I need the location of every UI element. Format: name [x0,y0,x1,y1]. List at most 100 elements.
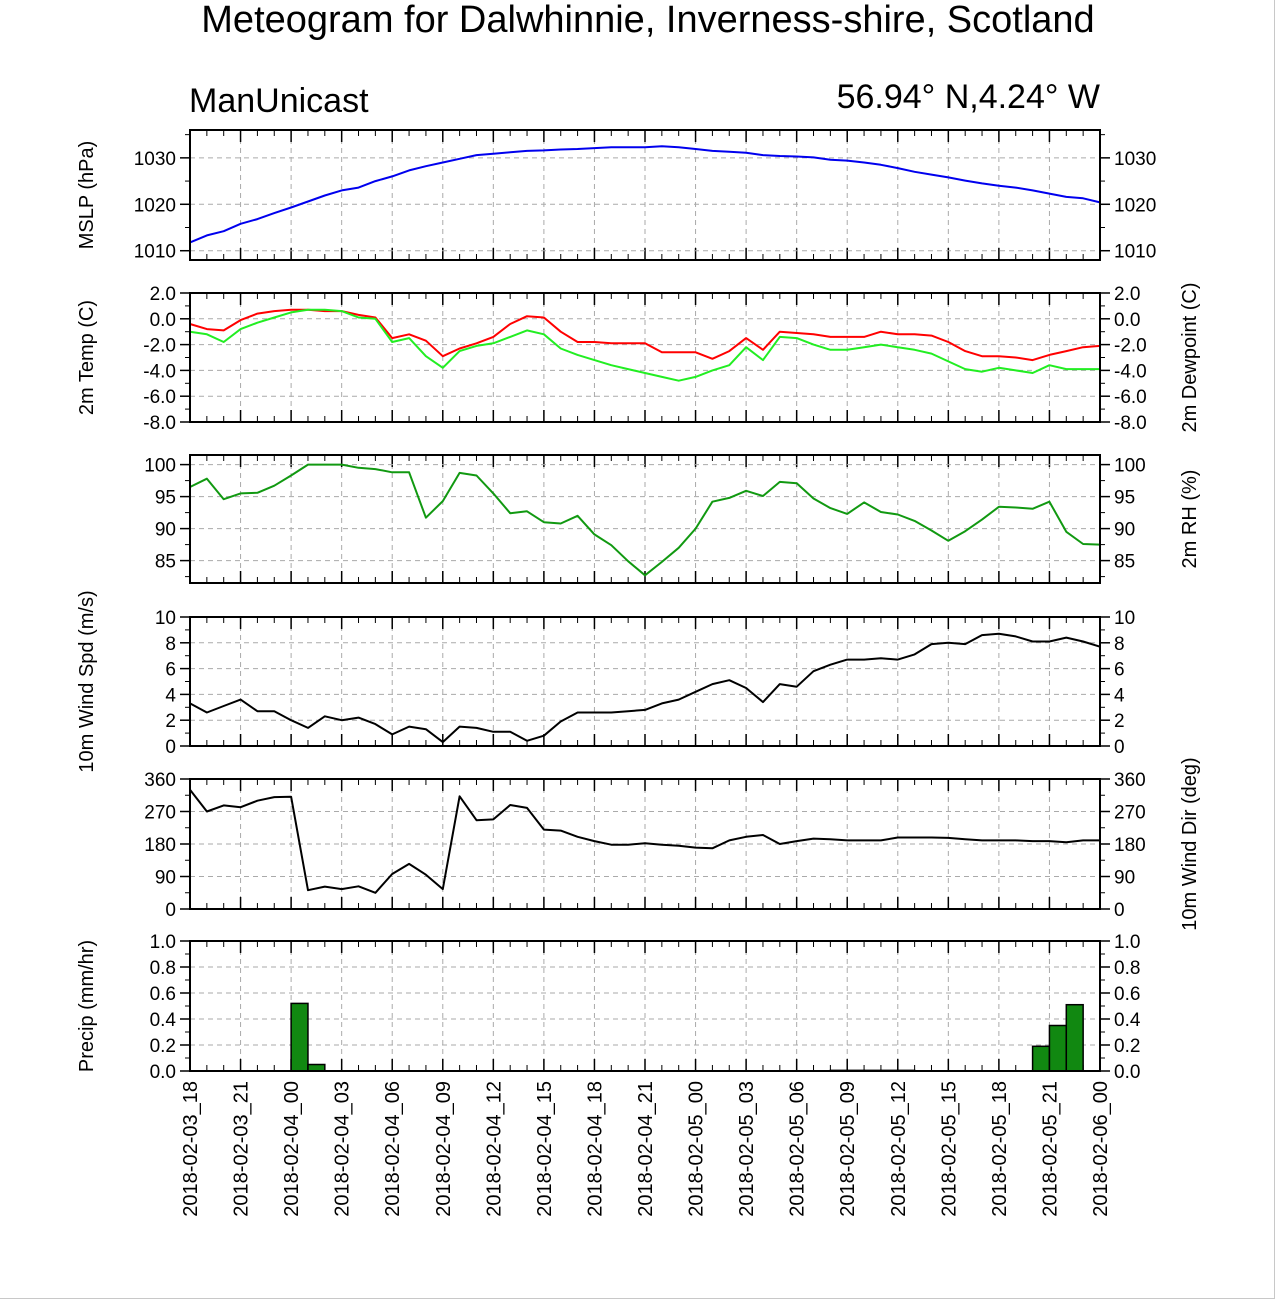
y-tick-label-left: 95 [155,488,176,509]
y-tick-label-right: -4.0 [1114,361,1147,382]
y-tick-label-left: 1030 [134,149,176,170]
x-tick-label: 2018-02-04_15 [534,1081,556,1217]
y-axis-label-right: 10m Wind Dir (deg) [1179,757,1201,930]
precip-bar [290,1002,309,1072]
y-tick-label-left: -2.0 [143,336,176,357]
x-tick-label: 2018-02-06_00 [1090,1081,1112,1217]
x-tick-label: 2018-02-04_03 [332,1081,354,1217]
panel-border [189,454,1101,584]
y-tick-label-right: 0.0 [1114,1062,1140,1083]
y-tick-label-left: 0.8 [150,958,176,979]
x-tick-label: 2018-02-04_06 [382,1081,404,1217]
series-line-temp-1 [189,308,1100,382]
x-tick-label: 2018-02-05_18 [989,1081,1011,1217]
y-tick-label-right: 0 [1114,900,1125,921]
x-tick-label: 2018-02-05_09 [837,1081,859,1217]
y-tick-label-right: 1020 [1114,195,1156,216]
x-tick-label: 2018-02-04_18 [584,1081,606,1217]
y-tick-label-left: 1.0 [150,932,176,953]
y-axis-label-left: Precip (mm/hr) [76,940,98,1072]
y-tick-label-right: 95 [1114,488,1135,509]
y-tick-label-right: 1010 [1114,242,1156,263]
y-tick-label-right: 1.0 [1114,932,1140,953]
panel-wdir: 0 0 90 90 180 180 270 270 360 360 10m Wind Dir (de… [144,757,1201,930]
y-tick-label-right: 100 [1114,456,1146,477]
y-tick-label-left: 0 [165,737,176,758]
y-tick-label-left: 0.6 [150,984,176,1005]
series-line-wdir-0 [189,789,1100,894]
panel-border [189,292,1101,423]
series-line-mslp-0 [189,145,1101,244]
y-tick-label-left: 0 [165,900,176,921]
panel-mslp: 1010 1010 1020 1020 1030 1030 MSLP (hPa) [76,129,1156,263]
y-tick-label-left: 85 [155,552,176,573]
x-tick-label: 2018-02-04_00 [281,1081,303,1217]
y-tick-label-left: 360 [144,770,176,791]
y-tick-label-left: 10 [155,608,176,629]
panel-border [189,778,1101,910]
y-tick-label-right: 180 [1114,835,1146,856]
panel-temp: -8.0 -8.0 -6.0 -6.0 -4.0 -4.0 -2.0 -2.0 0.0 0.0 2.… [76,282,1201,434]
y-tick-label-right: 270 [1114,803,1146,824]
y-tick-label-left: 90 [155,868,176,889]
x-tick-label: 2018-02-03_21 [231,1081,253,1217]
y-tick-label-left: 270 [144,803,176,824]
y-tick-label-right: 0.6 [1114,984,1140,1005]
model-label: ManUnicast [189,82,369,120]
y-tick-label-right: -6.0 [1114,387,1147,408]
y-tick-label-left: -8.0 [143,413,176,434]
y-tick-label-right: 2.0 [1114,284,1140,305]
x-tick-label: 2018-02-05_03 [736,1081,758,1217]
y-axis-label-left: 10m Wind Spd (m/s) [76,590,98,772]
x-tick-label: 2018-02-04_21 [635,1081,657,1217]
x-tick-label: 2018-02-05_15 [938,1081,960,1217]
y-axis-label-right: 2m RH (%) [1179,470,1201,569]
panel-border [189,616,1101,747]
x-tick-label: 2018-02-04_09 [433,1081,455,1217]
y-tick-label-right: 90 [1114,520,1135,541]
x-tick-label: 2018-02-05_21 [1039,1081,1061,1217]
precip-bar [1048,1024,1068,1072]
y-tick-label-right: 0.4 [1114,1010,1141,1031]
panel-border [189,129,1101,261]
y-axis-label-right: 2m Dewpoint (C) [1179,282,1201,432]
panel-wspd: 0 0 2 2 4 4 6 6 8 8 10 10 10m Wind Spd (m/s) [76,590,1135,772]
y-tick-label-right: 0.8 [1114,958,1140,979]
y-tick-label-right: 0 [1114,737,1125,758]
y-tick-label-right: 0.0 [1114,310,1140,331]
y-tick-label-left: 100 [144,456,176,477]
y-tick-label-left: 2 [165,711,176,732]
y-tick-label-left: -6.0 [143,387,176,408]
series-line-rh-0 [189,463,1101,577]
y-tick-label-left: 1010 [134,242,176,263]
y-tick-label-right: 10 [1114,608,1135,629]
y-tick-label-left: -4.0 [143,361,176,382]
y-tick-label-left: 4 [165,685,176,706]
y-tick-label-left: 180 [144,835,176,856]
y-tick-label-right: 8 [1114,634,1125,655]
y-tick-label-left: 2.0 [150,284,176,305]
x-tick-label: 2018-02-03_18 [180,1081,202,1217]
y-tick-label-left: 6 [165,660,176,681]
y-tick-label-left: 0.4 [150,1010,177,1031]
y-tick-label-right: 4 [1114,685,1125,706]
y-tick-label-right: 85 [1114,552,1135,573]
y-tick-label-left: 8 [165,634,176,655]
y-tick-label-right: 0.2 [1114,1036,1140,1057]
panel-precip: 0.0 0.0 0.2 0.2 0.4 0.4 0.6 0.6 0.8 0.8 1.0 1.0 Prec… [76,932,1141,1083]
x-tick-label: 2018-02-04_12 [483,1081,505,1217]
precip-bar [1031,1045,1051,1072]
y-tick-label-right: -2.0 [1114,336,1147,357]
panel-border [189,940,1101,1072]
y-tick-label-left: 0.2 [150,1036,176,1057]
x-tick-label: 2018-02-05_00 [686,1081,708,1217]
y-tick-label-left: 0.0 [150,310,176,331]
x-tick-label: 2018-02-05_12 [888,1081,910,1217]
y-tick-label-left: 90 [155,520,176,541]
y-tick-label-right: 6 [1114,660,1125,681]
panel-rh: 85 85 90 90 95 95 100 100 2m RH (%) [144,454,1201,584]
series-line-temp-0 [189,308,1101,362]
precip-bar [1065,1003,1084,1072]
y-tick-label-left: 1020 [134,195,176,216]
